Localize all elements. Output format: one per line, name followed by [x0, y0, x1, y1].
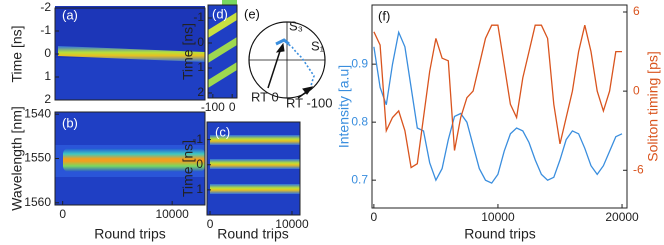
x-tick-label: 0: [59, 207, 66, 221]
x-tick-label: 10000: [275, 217, 309, 231]
heatmap-d: [208, 0, 237, 98]
y-axis-label: Time [ns]: [9, 25, 25, 82]
y-tick-label: 2: [197, 85, 204, 99]
y2-tick-label: -6: [633, 162, 644, 176]
annotation: RT 0: [251, 89, 279, 104]
panel-label: (d): [212, 6, 228, 21]
panel-label: (c): [215, 124, 230, 139]
y-tick-label: 0.8: [351, 114, 368, 128]
y-tick-label: -1: [192, 132, 203, 146]
y-tick-label: 0: [196, 157, 203, 171]
plot-frame: [207, 4, 238, 99]
y-tick-label: 0.7: [351, 172, 368, 186]
annotation: RT -100: [286, 95, 333, 110]
y-axis-label: Time [ns]: [180, 23, 196, 80]
y-tick-label: 1: [197, 60, 204, 74]
heatmap-a: [55, 6, 205, 100]
y-axis-label: Intensity [a.u]: [336, 65, 352, 148]
heatmap-b: [55, 112, 205, 205]
y-tick-label: 2: [44, 92, 51, 106]
x-tick-label: -100: [201, 100, 225, 114]
y-tick-label: -2: [40, 0, 51, 14]
y2-tick-label: 6: [633, 4, 640, 18]
y-tick-label: -1: [193, 10, 204, 24]
annotation: S₃: [289, 18, 303, 33]
y-tick-label: 1550: [24, 151, 51, 165]
x-tick-label: 10000: [155, 207, 189, 221]
x-tick-label: 10000: [481, 210, 515, 224]
y-tick-label: -1: [40, 23, 51, 37]
panel-label: (a): [62, 7, 78, 22]
panel-label: (e): [244, 6, 260, 21]
y2-tick-label: 0: [633, 83, 640, 97]
heatmap-c: [207, 122, 300, 215]
x-tick-label: 0: [371, 210, 378, 224]
x-tick-label: 20000: [605, 210, 639, 224]
y-tick-label: 1540: [24, 106, 51, 120]
panel-label: (b): [62, 115, 78, 130]
plot-frame: [371, 4, 628, 209]
y-tick-label: 0: [197, 35, 204, 49]
y-tick-label: 1: [44, 69, 51, 83]
y-tick-label: 1560: [24, 195, 51, 209]
y-axis-label: Time [ns]: [180, 140, 196, 197]
x-axis-label: Round trips: [464, 226, 536, 242]
y2-axis-label: Soliton timing [ps]: [645, 51, 661, 162]
x-axis-label: Round trips: [94, 226, 166, 242]
panel-label: (f): [378, 8, 390, 23]
y-tick-label: 0: [44, 46, 51, 60]
line-series: [373, 30, 623, 184]
x-tick-label: 0: [207, 217, 214, 231]
y-tick-label: 1: [196, 182, 203, 196]
plot-frame: [206, 121, 301, 216]
x-axis-label: Round trips: [217, 226, 289, 242]
annotation: S₁: [311, 38, 325, 53]
y-tick-label: 0.9: [351, 56, 368, 70]
line-series: [373, 24, 622, 169]
y-axis-label: Wavelength [nm]: [9, 106, 25, 211]
x-tick-label: 0: [229, 100, 236, 114]
poincare-sphere: [248, 21, 326, 99]
